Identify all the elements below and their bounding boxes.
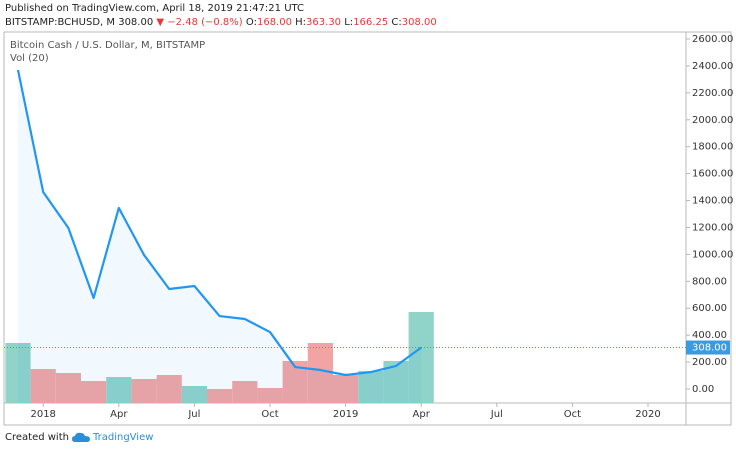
ohlc-label: C: (391, 17, 402, 28)
volume-bar (81, 381, 107, 403)
x-tick-label: Jul (490, 409, 503, 420)
y-tick-label: 800.00 (692, 276, 727, 287)
volume-bar (5, 343, 31, 403)
last-price-label: 308.00 (692, 343, 727, 354)
volume-bar (106, 377, 132, 403)
change: −2.48 (−0.8%) (167, 17, 243, 28)
y-tick-label: 1200.00 (692, 222, 733, 233)
x-tick-label: Oct (261, 409, 278, 420)
ohlc-value: 168.00 (256, 17, 292, 28)
y-tick-label: 2200.00 (692, 88, 733, 99)
y-tick-label: 1000.00 (692, 249, 733, 260)
symbol: BITSTAMP:BCHUSD, M (5, 17, 116, 28)
ohlc-value: 363.30 (306, 17, 342, 28)
y-tick-label: 2400.00 (692, 61, 733, 72)
brand: TradingView (92, 432, 154, 443)
ohlc-label: O: (245, 17, 257, 28)
last-price-box (686, 340, 730, 355)
y-tick-label: 1800.00 (692, 142, 733, 153)
volume-bar (207, 389, 233, 403)
x-tick-label: 2018 (30, 409, 55, 420)
last: 308.00 (118, 17, 154, 28)
y-tick-label: 1400.00 (692, 196, 733, 207)
volume-bar (55, 373, 81, 403)
y-tick-label: 0.00 (692, 384, 714, 395)
published-line: Published on TradingView.com, April 18, … (5, 3, 305, 14)
volume-bar (156, 375, 182, 403)
ohlc-value: 166.25 (353, 17, 389, 28)
y-tick-label: 2000.00 (692, 115, 733, 126)
ohlc: O:168.00 H:363.30 L:166.25 C:308.00 (246, 17, 437, 28)
x-tick-label: 2019 (333, 409, 358, 420)
y-tick-label: 600.00 (692, 303, 727, 314)
x-tick-label: Jul (187, 409, 200, 420)
volume-bar (131, 379, 157, 403)
volume-bar (333, 375, 359, 403)
legend-main: Bitcoin Cash / U.S. Dollar, M, BITSTAMP (10, 40, 205, 51)
x-tick-label: Apr (413, 409, 431, 420)
volume-bar (282, 361, 308, 403)
volume-bar (307, 343, 333, 403)
arrow: ▼ (156, 17, 165, 28)
y-tick-label: 400.00 (692, 330, 727, 341)
volume-bar (181, 386, 207, 403)
logo (71, 432, 90, 442)
y-tick-label: 200.00 (692, 357, 727, 368)
price-line (16, 69, 422, 377)
footer: Created with TradingView (5, 432, 153, 443)
volume-bar (383, 361, 409, 403)
ohlc-label: H: (295, 17, 307, 28)
volume-bar (257, 388, 283, 403)
volume-bar (408, 312, 434, 403)
symbol-line: BITSTAMP:BCHUSD, M 308.00 ▼ −2.48 (−0.8%… (5, 17, 437, 28)
volume-bar (232, 381, 258, 403)
created-with: Created with (5, 432, 69, 443)
volume-bar (358, 371, 384, 403)
y-tick-label: 2600.00 (692, 34, 733, 45)
frame (3, 31, 732, 426)
ohlc-label: L: (344, 17, 354, 28)
x-tick-label: 2020 (635, 409, 660, 420)
volume-bar (30, 369, 56, 403)
y-tick-label: 1600.00 (692, 169, 733, 180)
legend-vol: Vol (20) (10, 53, 49, 64)
x-tick-label: Apr (110, 409, 128, 420)
ohlc-value: 308.00 (401, 17, 437, 28)
x-tick-label: Oct (564, 409, 581, 420)
area (18, 69, 422, 403)
